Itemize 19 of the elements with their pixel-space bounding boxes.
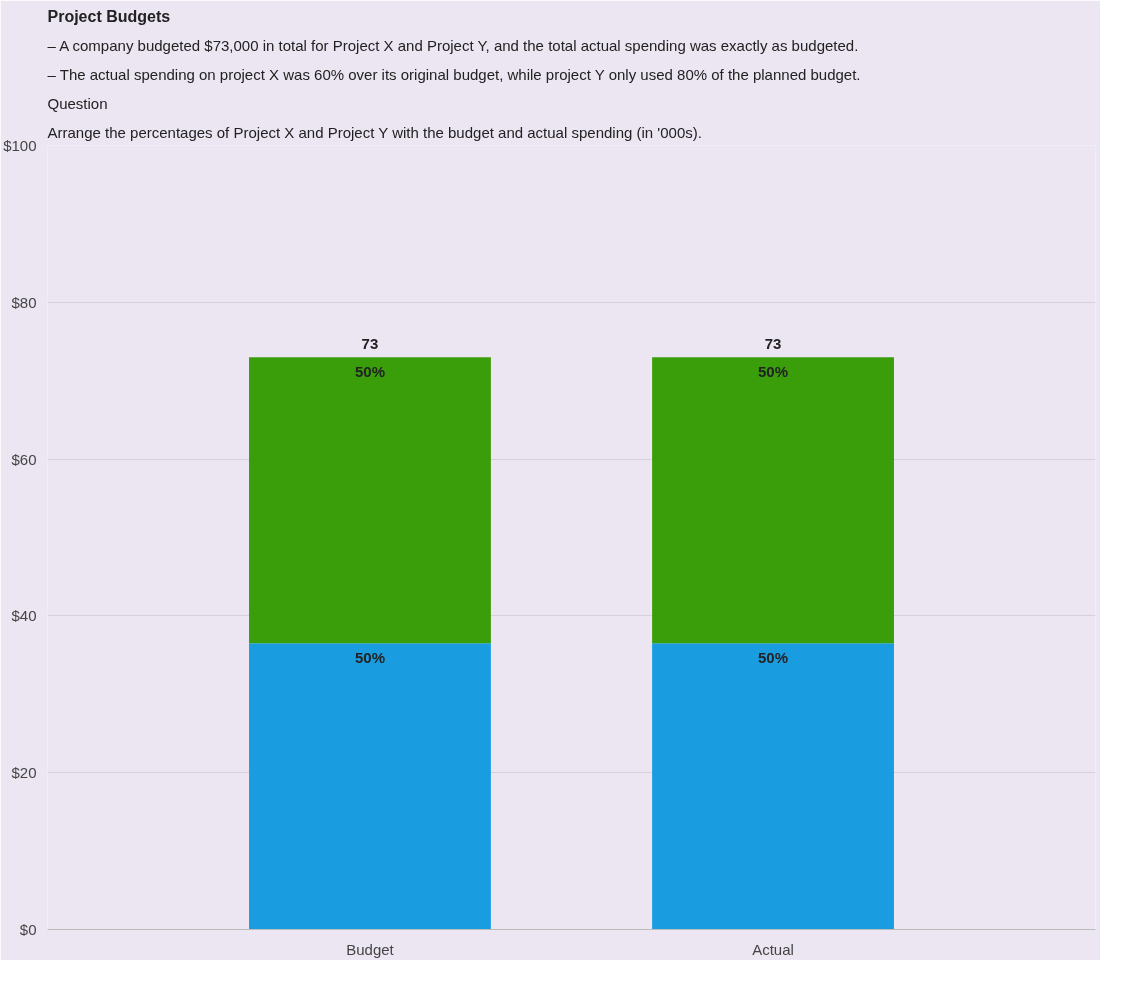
text: Arrange the percentages of Project X and Project Y with the budget and actual spending (in '000s).: [47, 123, 702, 141]
text: Question: [47, 94, 108, 112]
annotation: 50%: [354, 649, 385, 667]
y-tick-label: $40: [11, 607, 37, 625]
chart-title: Project Budgets: [47, 7, 171, 25]
annotation: 50%: [354, 363, 385, 381]
annotation: 50%: [758, 363, 789, 381]
total-label: 73: [361, 335, 379, 353]
y-tick-label: $20: [11, 764, 37, 782]
x-tick-label: Budget: [346, 940, 395, 958]
text: – The actual spending on project X was 60% over its original budget, while project Y only used 80% of the planned budget.: [47, 65, 861, 83]
y-tick-label: $60: [11, 450, 37, 468]
total-label: 73: [764, 335, 782, 353]
y-tick-label: $100: [3, 137, 37, 154]
text: – A company budgeted $73,000 in total for Project X and Project Y, and the total actual spending was exactly as budgeted.: [47, 36, 859, 54]
x-tick-label: Actual: [752, 940, 794, 958]
y-tick-label: $80: [11, 293, 37, 311]
y-tick-label: $0: [19, 921, 37, 938]
annotation: 50%: [758, 649, 789, 667]
